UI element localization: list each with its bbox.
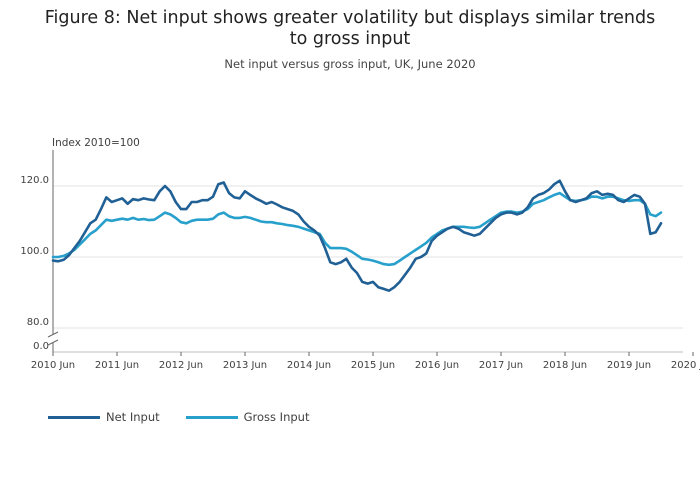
legend-item-gross-input: Gross Input <box>185 410 310 424</box>
x-tick-label: 2017 Jun <box>479 360 523 371</box>
x-tick-label: 2010 Jun <box>31 360 75 371</box>
chart-subtitle: Net input versus gross input, UK, June 2… <box>224 57 476 71</box>
chart-title: Figure 8: Net input shows greater volati… <box>44 8 656 49</box>
legend-label-gross-input: Gross Input <box>243 410 310 424</box>
x-tick-label: 2013 Jun <box>223 360 267 371</box>
y-tick-label: 0.0 <box>33 341 49 352</box>
axis-break-mark-bottom <box>47 339 59 346</box>
x-tick-label: 2015 Jun <box>351 360 395 371</box>
legend-label-net-input: Net Input <box>106 410 160 424</box>
series-line-gross-input <box>51 191 663 267</box>
legend-swatch-gross-input <box>185 415 238 419</box>
legend-item-net-input: Net Input <box>48 410 160 424</box>
y-tick-label: 80.0 <box>27 317 49 328</box>
series-line-net-input <box>51 179 663 293</box>
y-axis-label: Index 2010=100 <box>52 137 140 149</box>
y-tick-label: 100.0 <box>20 246 49 257</box>
y-tick-label: 120.0 <box>20 175 49 186</box>
x-tick-label: 2012 Jun <box>159 360 203 371</box>
x-tick-label: 2018 Jun <box>543 360 587 371</box>
x-tick-label: 2016 Jun <box>415 360 459 371</box>
x-tick-label: 2014 Jun <box>287 360 331 371</box>
axis-break-mark-top <box>47 331 59 338</box>
chart-legend: Net Input Gross Input <box>48 408 335 426</box>
x-tick-label: 2011 Jun <box>95 360 139 371</box>
x-tick-label: 2019 Jun <box>607 360 651 371</box>
x-tick-label: 2020 Jun <box>671 360 700 371</box>
legend-swatch-net-input <box>48 415 100 419</box>
